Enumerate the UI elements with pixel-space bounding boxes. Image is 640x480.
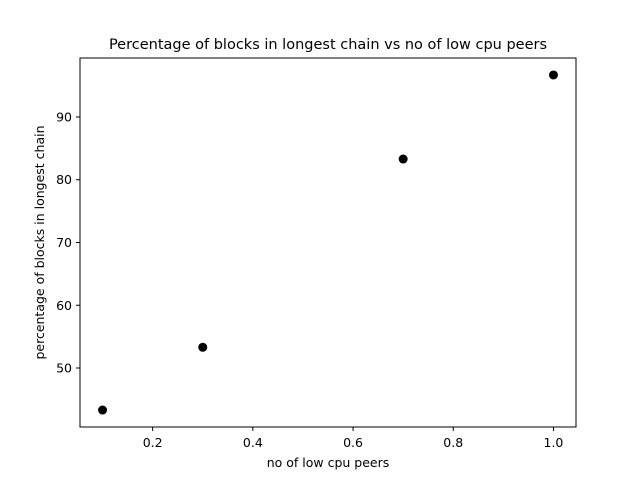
x-tick-label: 1.0 (544, 435, 564, 450)
y-axis-label: percentage of blocks in longest chain (32, 125, 47, 359)
data-points (98, 70, 558, 415)
y-tick-label: 90 (56, 109, 72, 124)
y-tick-label: 60 (56, 298, 72, 313)
x-tick-label: 0.2 (143, 435, 163, 450)
y-tick-label: 50 (56, 361, 72, 376)
x-tick-label: 0.6 (343, 435, 363, 450)
x-axis-ticks: 0.2 0.4 0.6 0.8 1.0 (143, 427, 564, 450)
scatter-point (198, 342, 208, 352)
x-axis-label: no of low cpu peers (267, 455, 390, 470)
x-tick-label: 0.8 (443, 435, 463, 450)
y-tick-label: 80 (56, 172, 72, 187)
scatter-point (98, 405, 108, 415)
scatter-point (548, 70, 558, 80)
x-tick-label: 0.4 (243, 435, 263, 450)
chart-title: Percentage of blocks in longest chain vs… (109, 37, 547, 53)
y-tick-label: 70 (56, 235, 72, 250)
scatter-point (398, 154, 408, 164)
y-axis-ticks: 50 60 70 80 90 (56, 109, 80, 376)
